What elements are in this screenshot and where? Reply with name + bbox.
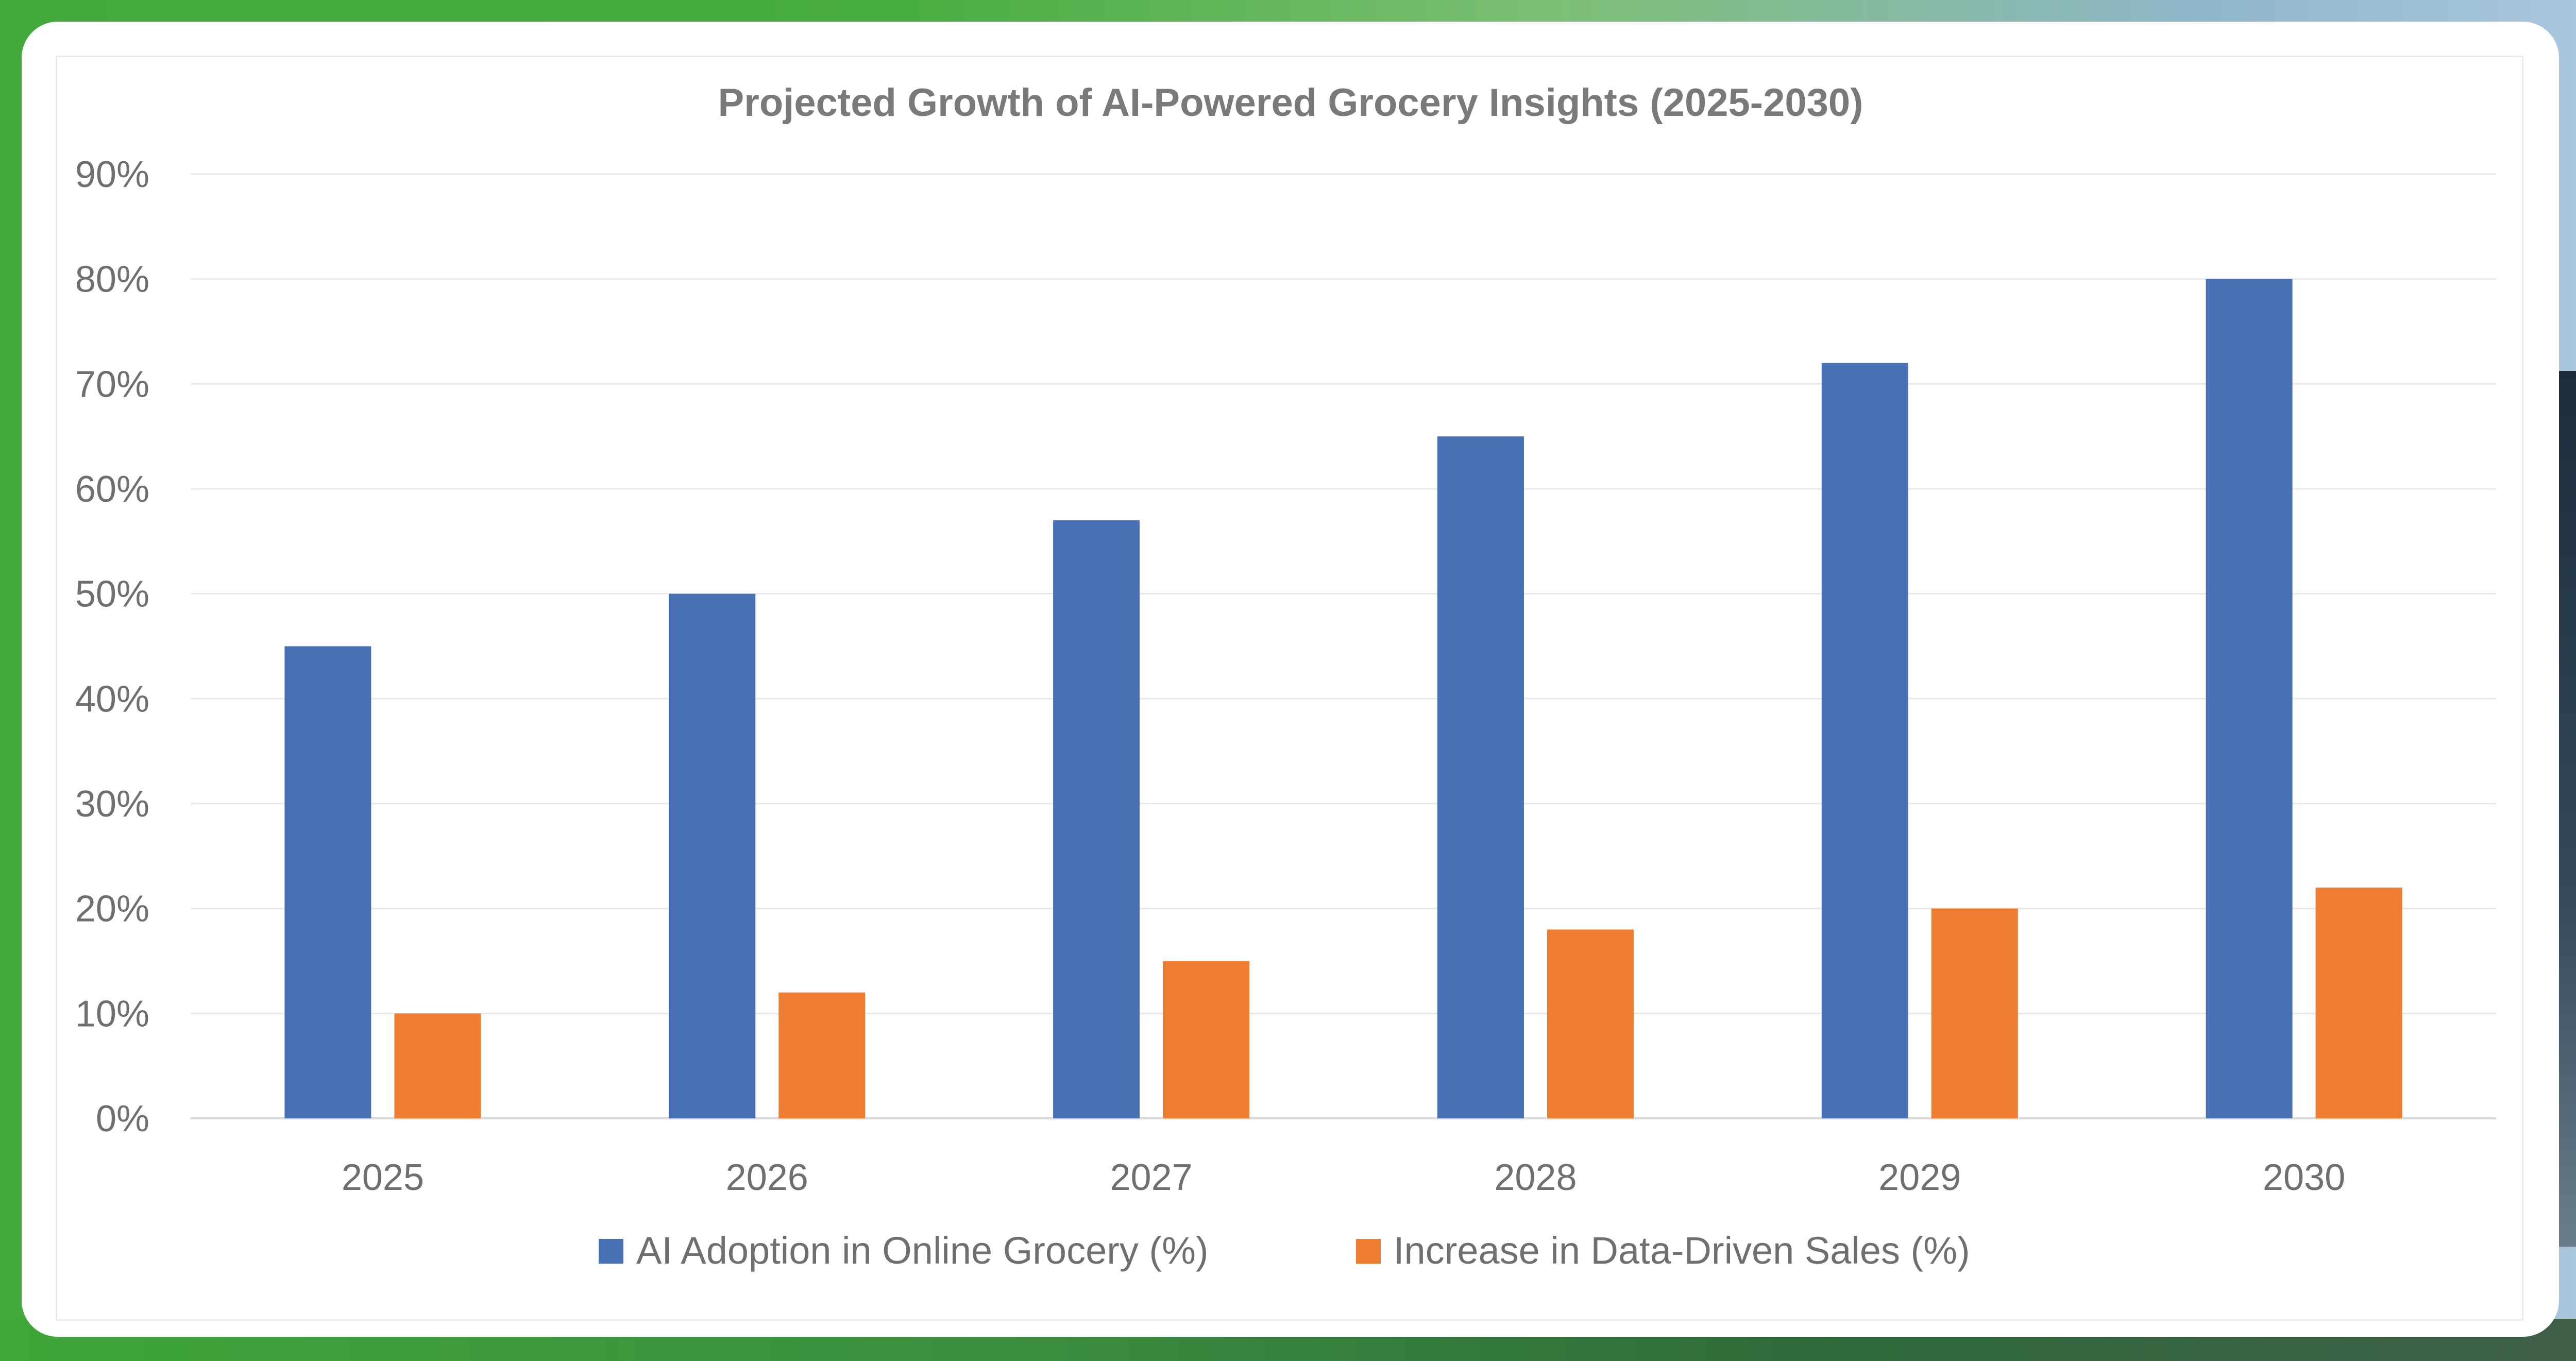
y-tick-label: 10%: [75, 993, 149, 1034]
chart-frame: [56, 56, 2523, 1321]
legend: AI Adoption in Online Grocery (%) Increa…: [599, 1229, 1970, 1272]
x-tick-label: 2029: [1878, 1157, 1961, 1198]
chart-title: Projected Growth of AI-Powered Grocery I…: [718, 81, 1863, 125]
y-tick-label: 60%: [75, 469, 149, 510]
bar-data-driven-sales-2028: [1547, 929, 1634, 1118]
x-tick-label: 2027: [1110, 1157, 1192, 1198]
bar-ai-adoption-2028: [1437, 436, 1524, 1118]
chart-card-overlay: [22, 22, 2559, 1337]
y-tick-label: 50%: [75, 574, 149, 615]
x-tick-label: 2025: [342, 1157, 424, 1198]
y-tick-label: 20%: [75, 889, 149, 930]
bar-ai-adoption-2029: [1821, 363, 1908, 1118]
legend-swatch-data-driven-sales: [1356, 1239, 1381, 1264]
bar-data-driven-sales-2026: [778, 992, 866, 1118]
bar-data-driven-sales-2025: [394, 1013, 481, 1118]
x-axis-ticks: 2025 2026 2027 2028 2029 2030: [342, 1157, 2345, 1198]
legend-label-data-driven-sales: Increase in Data-Driven Sales (%): [1394, 1229, 1970, 1272]
bar-ai-adoption-2026: [669, 593, 756, 1118]
bar-data-driven-sales-2030: [2315, 887, 2402, 1118]
bar-ai-adoption-2027: [1053, 520, 1140, 1118]
y-tick-label: 80%: [75, 259, 149, 300]
x-tick-label: 2026: [726, 1157, 808, 1198]
legend-swatch-ai-adoption: [599, 1239, 623, 1264]
legend-label-ai-adoption: AI Adoption in Online Grocery (%): [636, 1229, 1209, 1272]
bar-data-driven-sales-2029: [1931, 908, 2018, 1118]
x-tick-label: 2028: [1494, 1157, 1577, 1198]
x-tick-label: 2030: [2263, 1157, 2345, 1198]
y-tick-label: 0%: [96, 1098, 149, 1139]
y-axis-ticks: 0% 10% 20% 30% 40% 50% 60% 70% 80% 90%: [75, 154, 149, 1139]
gridlines: [191, 173, 2496, 1119]
y-tick-label: 30%: [75, 784, 149, 825]
bar-ai-adoption-2030: [2206, 279, 2293, 1118]
bar-ai-adoption-2025: [284, 646, 371, 1118]
bar-data-driven-sales-2027: [1163, 961, 1250, 1118]
y-tick-label: 90%: [75, 154, 149, 195]
y-tick-label: 70%: [75, 364, 149, 405]
y-tick-label: 40%: [75, 678, 149, 720]
bars: [284, 279, 2402, 1118]
